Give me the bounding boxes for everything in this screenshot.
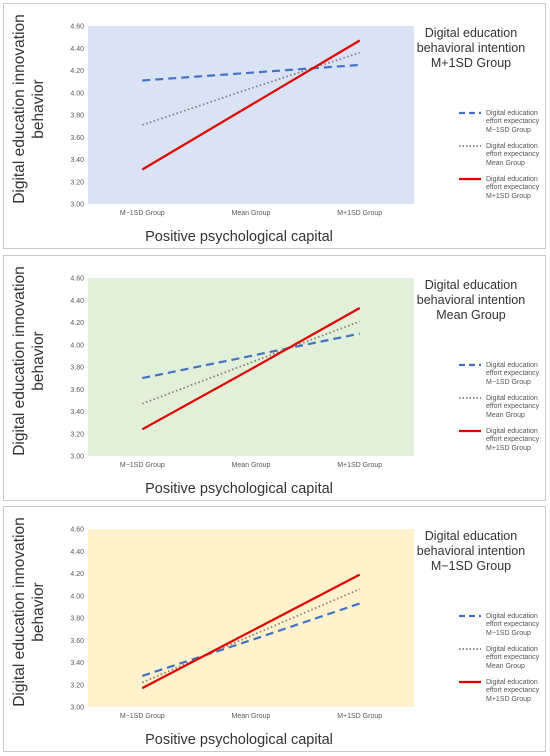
x-tick-label: M+1SD Group xyxy=(337,210,382,217)
x-tick-label: Mean Group xyxy=(232,462,271,469)
y-tick-label: 4.40 xyxy=(70,46,84,53)
chart-subtitle: Digital education behavioral intention M… xyxy=(416,529,526,573)
y-tick-label: 4.00 xyxy=(70,593,84,600)
legend-swatch xyxy=(459,363,481,367)
legend-swatch xyxy=(459,145,481,147)
x-tick-label: M−1SD Group xyxy=(120,713,165,720)
y-tick-label: 3.00 xyxy=(70,454,84,461)
y-tick-label: 3.80 xyxy=(70,113,84,120)
x-axis-label: Positive psychological capital xyxy=(145,481,333,497)
legend-label: Digital education effort expectancy M+1S… xyxy=(486,679,540,703)
legend-item: Digital education effort expectancy Mean… xyxy=(459,395,547,435)
x-tick-label: M+1SD Group xyxy=(337,462,382,469)
y-tick-label: 4.00 xyxy=(70,342,84,349)
y-tick-label: 4.60 xyxy=(70,24,84,31)
y-tick-label: 3.20 xyxy=(70,682,84,689)
y-tick-label: 3.00 xyxy=(70,705,84,712)
legend-label: Digital education effort expectancy Mean… xyxy=(486,395,540,419)
y-tick-label: 3.60 xyxy=(70,135,84,142)
y-tick-label: 4.20 xyxy=(70,320,84,327)
plot-svg: 3.00 3.20 3.40 3.60 3.80 4.00 4.20 4.40 4.60 M−1S… xyxy=(70,276,414,469)
series-line-2 xyxy=(141,320,361,405)
y-tick-label: 3.80 xyxy=(70,616,84,623)
series-line-1 xyxy=(142,63,360,82)
legend-label: Digital education effort expectancy M−1S… xyxy=(486,110,540,134)
y-tick-label: 3.80 xyxy=(70,365,84,372)
legend-item: Digital education effort expectancy M+1S… xyxy=(459,176,547,216)
y-tick-label: 4.40 xyxy=(70,549,84,556)
legend-item: Digital education effort expectancy Mean… xyxy=(459,646,547,686)
x-tick-label: Mean Group xyxy=(232,210,271,217)
y-axis-label: Digital education innovation behavior xyxy=(11,266,47,456)
legend-swatch xyxy=(459,614,481,618)
x-axis-label: Positive psychological capital xyxy=(145,732,333,748)
y-tick-label: 3.60 xyxy=(70,387,84,394)
plot-area xyxy=(88,278,414,456)
legend-item: Digital education effort expectancy M−1S… xyxy=(459,110,547,150)
x-tick-label: M+1SD Group xyxy=(337,713,382,720)
x-axis-label: Positive psychological capital xyxy=(145,229,333,245)
y-tick-label: 4.40 xyxy=(70,298,84,305)
y-tick-label: 3.60 xyxy=(70,638,84,645)
legend-item: Digital education effort expectancy M−1S… xyxy=(459,613,547,653)
x-tick-label: Mean Group xyxy=(232,713,271,720)
chart-panel: 3.00 3.20 3.40 3.60 3.80 4.00 4.20 4.40 4.60 M−1S… xyxy=(3,506,546,752)
chart-subtitle: Digital education behavioral intention M… xyxy=(416,26,526,70)
y-tick-label: 4.60 xyxy=(70,276,84,283)
y-tick-label: 4.20 xyxy=(70,571,84,578)
legend-item: Digital education effort expectancy M+1S… xyxy=(459,679,547,719)
y-tick-label: 3.40 xyxy=(70,660,84,667)
legend-swatch xyxy=(459,397,481,399)
series-line-3 xyxy=(141,39,361,171)
legend-label: Digital education effort expectancy M+1S… xyxy=(486,176,540,200)
y-tick-label: 3.40 xyxy=(70,409,84,416)
y-tick-label: 4.20 xyxy=(70,68,84,75)
series-line-1 xyxy=(142,332,360,380)
x-tick-label: M−1SD Group xyxy=(120,210,165,217)
legend-label: Digital education effort expectancy Mean… xyxy=(486,646,540,670)
y-tick-label: 4.60 xyxy=(70,527,84,534)
y-tick-label: 3.20 xyxy=(70,431,84,438)
plot-area xyxy=(88,26,414,204)
legend-swatch xyxy=(459,111,481,115)
y-axis-label: Digital education innovation behavior xyxy=(11,14,47,204)
chart-panel: 3.00 3.20 3.40 3.60 3.80 4.00 4.20 4.40 4.60 M−1S… xyxy=(3,255,546,501)
legend-label: Digital education effort expectancy Mean… xyxy=(486,143,540,167)
plot-area xyxy=(88,529,414,707)
legend-item: Digital education effort expectancy M+1S… xyxy=(459,428,547,468)
legend-label: Digital education effort expectancy M−1S… xyxy=(486,362,540,386)
legend-item: Digital education effort expectancy Mean… xyxy=(459,143,547,183)
legend-item: Digital education effort expectancy M−1S… xyxy=(459,362,547,402)
y-tick-label: 3.20 xyxy=(70,179,84,186)
plot-svg: 3.00 3.20 3.40 3.60 3.80 4.00 4.20 4.40 4.60 M−1S… xyxy=(70,24,414,217)
y-axis-label: Digital education innovation behavior xyxy=(11,517,47,707)
plot-svg: 3.00 3.20 3.40 3.60 3.80 4.00 4.20 4.40 4.60 M−1S… xyxy=(70,527,414,720)
series-line-2 xyxy=(141,588,361,684)
legend-swatch xyxy=(459,429,481,433)
series-line-3 xyxy=(141,573,361,690)
legend-swatch xyxy=(459,680,481,684)
legend-label: Digital education effort expectancy M−1S… xyxy=(486,613,540,637)
y-tick-label: 3.00 xyxy=(70,202,84,209)
legend-label: Digital education effort expectancy M+1S… xyxy=(486,428,540,452)
x-tick-label: M−1SD Group xyxy=(120,462,165,469)
chart-panel: 3.00 3.20 3.40 3.60 3.80 4.00 4.20 4.40 4.60 M−1S… xyxy=(3,3,546,249)
legend-swatch xyxy=(459,177,481,181)
series-line-3 xyxy=(141,307,361,431)
legend-swatch xyxy=(459,648,481,650)
chart-subtitle: Digital education behavioral intention M… xyxy=(416,278,526,322)
y-tick-label: 4.00 xyxy=(70,90,84,97)
y-tick-label: 3.40 xyxy=(70,157,84,164)
